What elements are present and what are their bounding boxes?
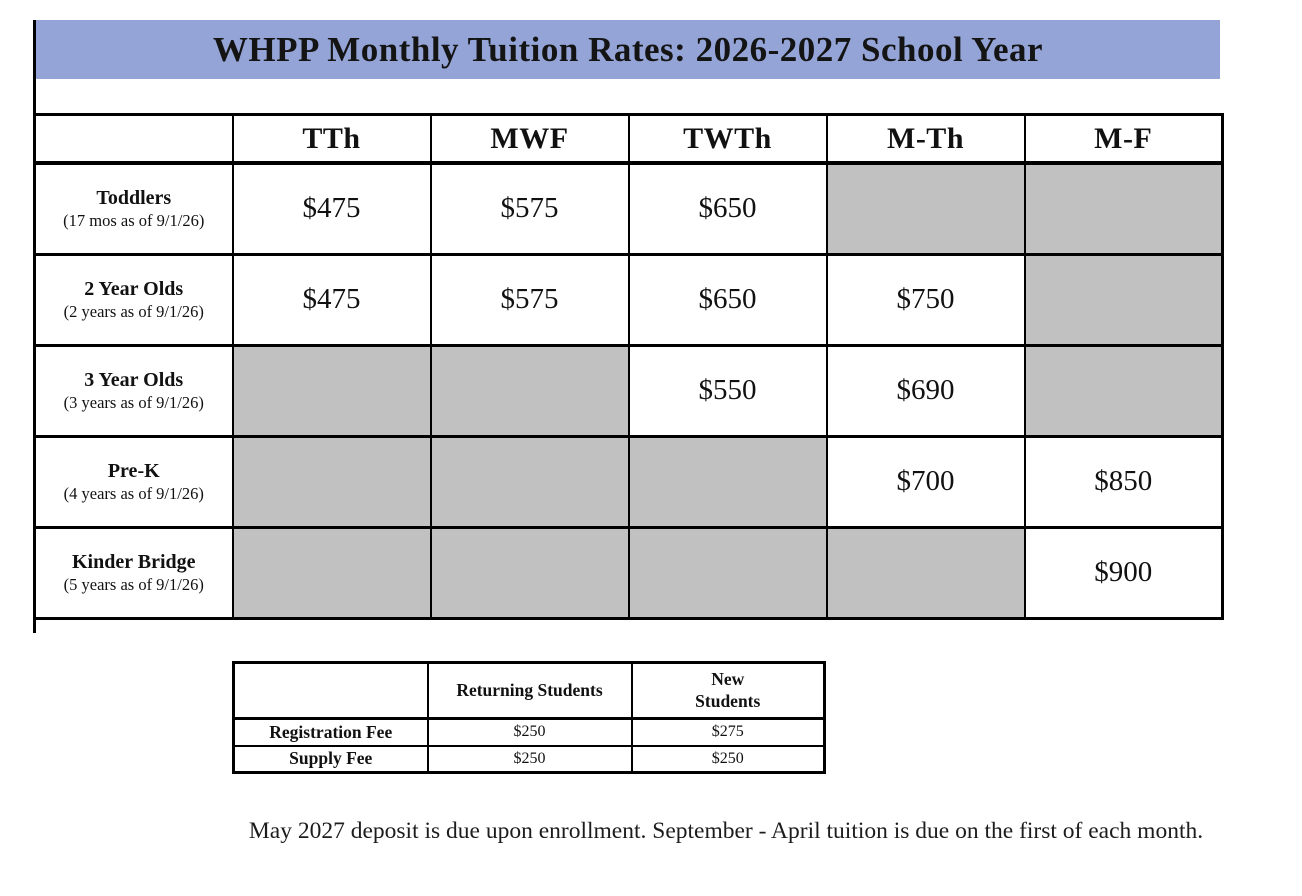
fee-value-cell: $275	[630, 717, 826, 747]
column-header-mth: M-Th	[825, 113, 1026, 165]
fees-table: Returning Students New Students Registra…	[232, 661, 826, 774]
row-label-3-year-olds: 3 Year Olds (3 years as of 9/1/26)	[33, 343, 234, 438]
row-sublabel-text: (2 years as of 9/1/26)	[63, 302, 204, 322]
fee-value-cell: $250	[426, 717, 633, 747]
table-row-kinder-bridge: Kinder Bridge (5 years as of 9/1/26) $90…	[33, 525, 1224, 620]
row-sublabel-text: (5 years as of 9/1/26)	[63, 575, 204, 595]
price-cell: $575	[429, 161, 630, 256]
unavailable-cell	[1023, 161, 1224, 256]
price-cell: $550	[627, 343, 828, 438]
corner-cell	[33, 113, 234, 165]
row-sublabel-text: (17 mos as of 9/1/26)	[63, 211, 205, 231]
corner-cell	[232, 661, 429, 720]
footer-note: May 2027 deposit is due upon enrollment.…	[248, 818, 1204, 844]
row-label-text: 3 Year Olds	[84, 369, 184, 392]
unavailable-cell	[825, 525, 1026, 620]
row-label-pre-k: Pre-K (4 years as of 9/1/26)	[33, 434, 234, 529]
row-label-text: 2 Year Olds	[84, 278, 184, 301]
unavailable-cell	[1023, 343, 1224, 438]
price-cell: $700	[825, 434, 1026, 529]
fees-row-registration: Registration Fee $250 $275	[232, 717, 826, 747]
row-label-registration-fee: Registration Fee	[232, 717, 429, 747]
price-cell: $650	[627, 161, 828, 256]
price-cell: $690	[825, 343, 1026, 438]
column-header-mf: M-F	[1023, 113, 1224, 165]
price-cell: $650	[627, 252, 828, 347]
tuition-header-row: TTh MWF TWTh M-Th M-F	[33, 113, 1224, 165]
unavailable-cell	[231, 525, 432, 620]
column-header-returning-students: Returning Students	[426, 661, 633, 720]
row-sublabel-text: (3 years as of 9/1/26)	[63, 393, 204, 413]
column-header-new-students: New Students	[630, 661, 826, 720]
unavailable-cell	[231, 343, 432, 438]
unavailable-cell	[429, 525, 630, 620]
price-cell: $475	[231, 161, 432, 256]
row-label-supply-fee: Supply Fee	[232, 744, 429, 774]
table-row-2-year-olds: 2 Year Olds (2 years as of 9/1/26) $475 …	[33, 252, 1224, 347]
column-header-twth: TWTh	[627, 113, 828, 165]
table-row-toddlers: Toddlers (17 mos as of 9/1/26) $475 $575…	[33, 161, 1224, 256]
row-label-text: Toddlers	[96, 187, 172, 210]
row-label-toddlers: Toddlers (17 mos as of 9/1/26)	[33, 161, 234, 256]
fee-value-cell: $250	[630, 744, 826, 774]
unavailable-cell	[429, 343, 630, 438]
unavailable-cell	[627, 434, 828, 529]
table-row-3-year-olds: 3 Year Olds (3 years as of 9/1/26) $550 …	[33, 343, 1224, 438]
row-label-text: Kinder Bridge	[71, 551, 196, 574]
unavailable-cell	[1023, 252, 1224, 347]
price-cell: $900	[1023, 525, 1224, 620]
unavailable-cell	[231, 434, 432, 529]
fees-header-row: Returning Students New Students	[232, 661, 826, 720]
column-header-mwf: MWF	[429, 113, 630, 165]
fees-row-supply: Supply Fee $250 $250	[232, 744, 826, 774]
price-cell: $475	[231, 252, 432, 347]
row-label-2-year-olds: 2 Year Olds (2 years as of 9/1/26)	[33, 252, 234, 347]
tuition-table: TTh MWF TWTh M-Th M-F Toddlers (17 mos a…	[33, 113, 1224, 620]
title-banner: WHPP Monthly Tuition Rates: 2026-2027 Sc…	[36, 20, 1220, 79]
unavailable-cell	[825, 161, 1026, 256]
row-label-text: Pre-K	[107, 460, 160, 483]
price-cell: $575	[429, 252, 630, 347]
unavailable-cell	[429, 434, 630, 529]
page-title: WHPP Monthly Tuition Rates: 2026-2027 Sc…	[212, 29, 1044, 69]
fee-value-cell: $250	[426, 744, 633, 774]
unavailable-cell	[627, 525, 828, 620]
table-row-pre-k: Pre-K (4 years as of 9/1/26) $700 $850	[33, 434, 1224, 529]
row-sublabel-text: (4 years as of 9/1/26)	[63, 484, 204, 504]
row-label-kinder-bridge: Kinder Bridge (5 years as of 9/1/26)	[33, 525, 234, 620]
price-cell: $850	[1023, 434, 1224, 529]
price-cell: $750	[825, 252, 1026, 347]
column-header-tth: TTh	[231, 113, 432, 165]
